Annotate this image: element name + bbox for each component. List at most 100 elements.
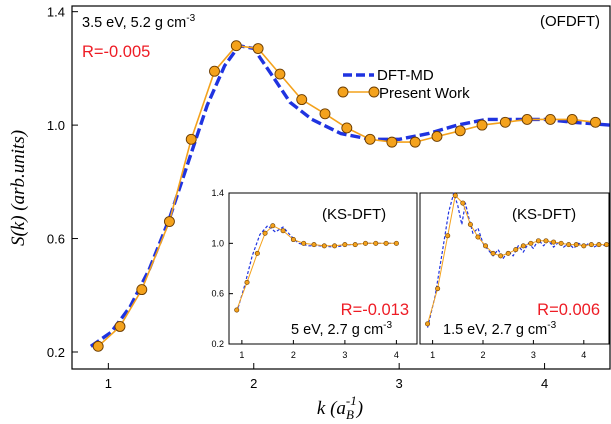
main-present-work-point-21 (566, 113, 578, 125)
inset1-frame (228, 192, 418, 345)
main-present-work-point-18 (499, 116, 511, 128)
inset1-xtick-label-1: 2 (291, 350, 296, 360)
main-xtick-label-0: 1 (105, 376, 112, 391)
inset2-method-tag: (KS-DFT) (512, 206, 576, 223)
legend: DFT-MD Present Work (337, 67, 470, 102)
inset1-present-work-point-2 (254, 250, 260, 256)
inset2-xtick-label-2: 3 (531, 350, 536, 360)
inset2-present-work-point-3 (452, 193, 458, 199)
inset2-r-value: R=0.006 (537, 301, 600, 319)
inset2-present-work-point-13 (528, 240, 534, 246)
main-present-work-point-19 (521, 113, 533, 125)
inset1-method-tag: (KS-DFT) (322, 206, 386, 223)
inset1-present-work-point-13 (362, 240, 368, 246)
inset2-present-work-point-20 (581, 243, 587, 249)
inset1-xtick-label-0: 1 (239, 350, 244, 360)
inset2-present-work-point-15 (543, 238, 549, 244)
inset2-present-work-point-18 (566, 242, 572, 248)
inset2-present-work-point-14 (535, 238, 541, 244)
main-ytick-label-0: 0.2 (47, 345, 65, 360)
main-present-work-point-11 (341, 122, 353, 134)
inset1-present-work-point-0 (234, 307, 240, 313)
main-ytick-label-1: 0.6 (47, 232, 65, 247)
main-ticks (72, 11, 546, 369)
main-tick-labels: 1 2 3 4 0.2 0.6 1.0 1.4 (47, 5, 548, 391)
y-axis-label: S(k) (arb.units) (8, 130, 29, 246)
inset2-present-work-point-6 (475, 234, 481, 240)
inset2-present-work-point-4 (460, 200, 466, 206)
main-present-work-point-4 (185, 133, 197, 145)
inset1-condition-label: 5 eV, 2.7 g cm-3 (291, 320, 393, 338)
inset2-present-work-point-23 (603, 242, 609, 248)
inset2-ticks (432, 340, 585, 344)
inset1-ytick-label-0: 0.2 (211, 339, 224, 349)
main-present-work-point-8 (274, 68, 286, 80)
main-present-work-point-13 (386, 136, 398, 148)
inset2-xtick-label-3: 4 (581, 350, 586, 360)
inset1-present-work-point-7 (301, 240, 307, 246)
inset2-tick-labels: 1 2 3 4 (430, 350, 586, 360)
main-method-tag: (OFDFT) (540, 13, 600, 30)
main-present-work-point-17 (476, 119, 488, 131)
inset2-present-work-point-7 (483, 243, 489, 249)
inset1-tick-labels: 1 2 3 4 0.2 0.6 1.0 1.4 (211, 188, 398, 360)
inset2-present-work-point-1 (435, 286, 441, 292)
inset1-present-work-point-16 (393, 240, 399, 246)
inset2-present-work-point-12 (520, 243, 526, 249)
inset1-present-work-point-8 (311, 242, 317, 248)
main-xtick-label-3: 4 (541, 376, 548, 391)
inset1-present-work-point-12 (352, 242, 358, 248)
inset1-xtick-label-2: 3 (342, 350, 347, 360)
inset1-ytick-label-3: 1.4 (211, 188, 224, 198)
main-present-work-point-0 (92, 340, 104, 352)
inset2-present-work-point-0 (425, 321, 431, 327)
main-condition-label: 3.5 eV, 5.2 g cm-3 (82, 13, 196, 31)
inset2-condition-label: 1.5 eV, 2.7 g cm-3 (443, 320, 557, 338)
inset2-present-work-point-2 (445, 233, 451, 239)
main-ytick-label-3: 1.4 (47, 5, 65, 20)
legend-dft-md-label: DFT-MD (377, 67, 434, 84)
inset1-present-work-point-10 (332, 243, 338, 249)
inset1-present-work-point-5 (280, 228, 286, 234)
inset2-present-work-point-22 (596, 242, 602, 248)
main-ytick-label-2: 1.0 (47, 118, 65, 133)
main-present-work-point-12 (364, 133, 376, 145)
inset1-ticks (229, 192, 397, 345)
inset2-present-work-point-19 (573, 242, 579, 248)
main-xtick-label-2: 3 (396, 376, 403, 391)
inset1-present-work-point-9 (321, 243, 327, 249)
main-xtick-label-1: 2 (250, 376, 257, 391)
inset2-present-work-point-9 (498, 253, 504, 259)
main-present-work-point-20 (544, 113, 556, 125)
main-present-work-point-16 (454, 125, 466, 137)
inset1-series (234, 223, 399, 313)
inset1-present-work-point-1 (244, 279, 250, 285)
inset2-present-work-point-16 (551, 239, 557, 245)
inset2-present-work-point-5 (467, 221, 473, 227)
inset1-xtick-label-3: 4 (394, 350, 399, 360)
main-present-work-point-7 (252, 43, 264, 54)
inset2-series (425, 192, 609, 328)
inset2-present-work-point-17 (558, 240, 564, 246)
main-r-value: R=-0.005 (82, 43, 150, 61)
main-present-work-point-6 (230, 40, 242, 52)
main-dft-md-line (89, 44, 611, 348)
main-present-work-point-5 (209, 65, 220, 77)
main-present-work-point-15 (431, 131, 443, 142)
main-present-work-point-2 (136, 284, 148, 296)
main-present-work-point-22 (590, 116, 601, 128)
inset1-r-value: R=-0.013 (341, 301, 409, 319)
main-present-work-point-3 (163, 216, 175, 227)
legend-present-marker-b (368, 86, 380, 98)
inset1-dft-md-line (236, 225, 397, 313)
inset2-xtick-label-0: 1 (430, 350, 435, 360)
main-present-work-point-1 (114, 321, 126, 332)
main-present-work-point-10 (319, 108, 331, 120)
main-present-work-point-14 (409, 136, 421, 148)
inset1-ytick-label-1: 0.6 (211, 289, 224, 299)
inset2-present-work-point-8 (490, 250, 496, 256)
inset1-present-work-point-11 (342, 242, 348, 248)
inset1-present-work-point-3 (262, 230, 268, 236)
legend-present-label: Present Work (379, 85, 470, 102)
